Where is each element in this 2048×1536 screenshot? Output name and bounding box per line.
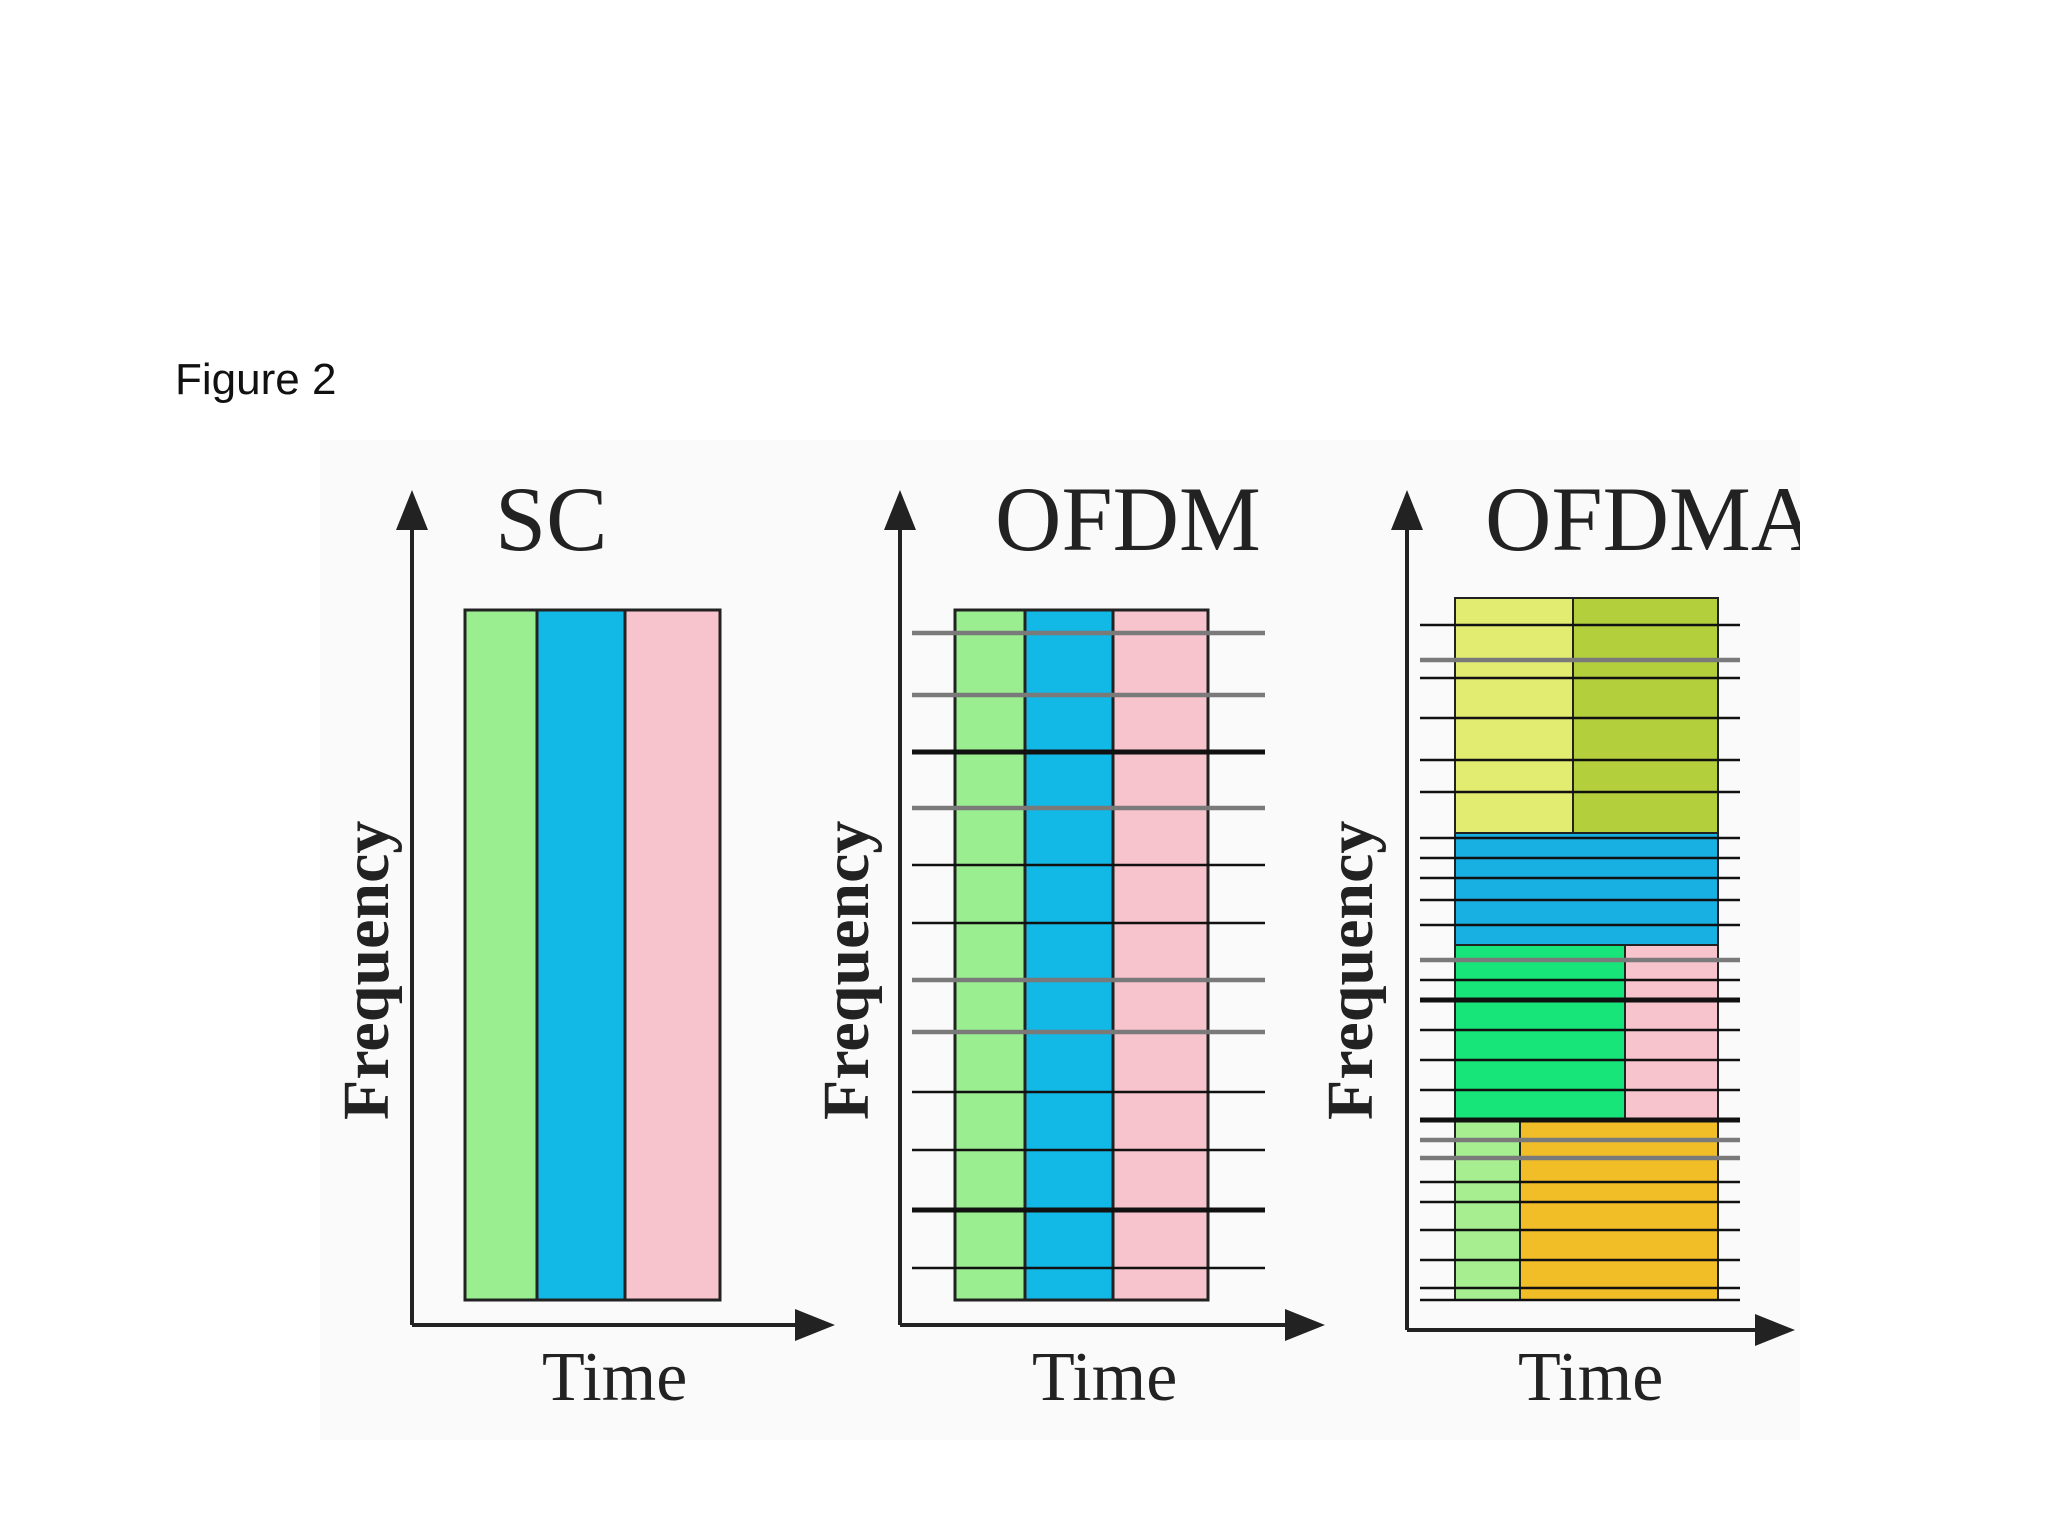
ofdm-y-label: Frequency xyxy=(810,821,883,1120)
ofdma-subcarrier-lines xyxy=(1420,623,1740,1302)
ofdm-title: OFDM xyxy=(995,468,1261,570)
ofdma-user7-block xyxy=(1519,1119,1719,1301)
ofdma-user5-block xyxy=(1624,944,1719,1121)
ofdma-x-label: Time xyxy=(1518,1339,1663,1416)
sc-user2-block xyxy=(535,608,627,1302)
ofdma-title: OFDMA xyxy=(1485,468,1800,570)
ofdm-subcarrier-lines xyxy=(912,630,1265,1270)
figure-panel: SC Time Frequency OFDM Time Frequency OF… xyxy=(320,440,1800,1440)
ofdma-y-label: Frequency xyxy=(1314,821,1387,1120)
ofdma-user4-block xyxy=(1454,944,1626,1121)
ofdm-user2-block xyxy=(1023,608,1115,1302)
ofdm-user1-block xyxy=(953,608,1027,1302)
ofdma-user3-block xyxy=(1454,832,1719,946)
ofdma-user6-block xyxy=(1454,1119,1521,1301)
ofdm-user3-block xyxy=(1111,608,1210,1302)
ofdm-x-label: Time xyxy=(1032,1339,1177,1416)
sc-x-label: Time xyxy=(542,1339,687,1416)
sc-title: SC xyxy=(495,468,608,570)
figure-diagrams: SC Time Frequency OFDM Time Frequency OF… xyxy=(330,468,1800,1416)
ofdma-diagram: OFDMA Time Frequency xyxy=(1314,468,1800,1416)
figure-caption: Figure 2 xyxy=(175,355,337,404)
ofdma-user2-block xyxy=(1572,597,1719,834)
ofdma-user1-block xyxy=(1454,597,1574,834)
sc-user1-block xyxy=(463,608,539,1302)
sc-user3-block xyxy=(623,608,722,1302)
sc-diagram: SC Time Frequency xyxy=(330,468,835,1416)
ofdm-diagram: OFDM Time Frequency xyxy=(810,468,1325,1416)
sc-y-label: Frequency xyxy=(330,821,403,1120)
